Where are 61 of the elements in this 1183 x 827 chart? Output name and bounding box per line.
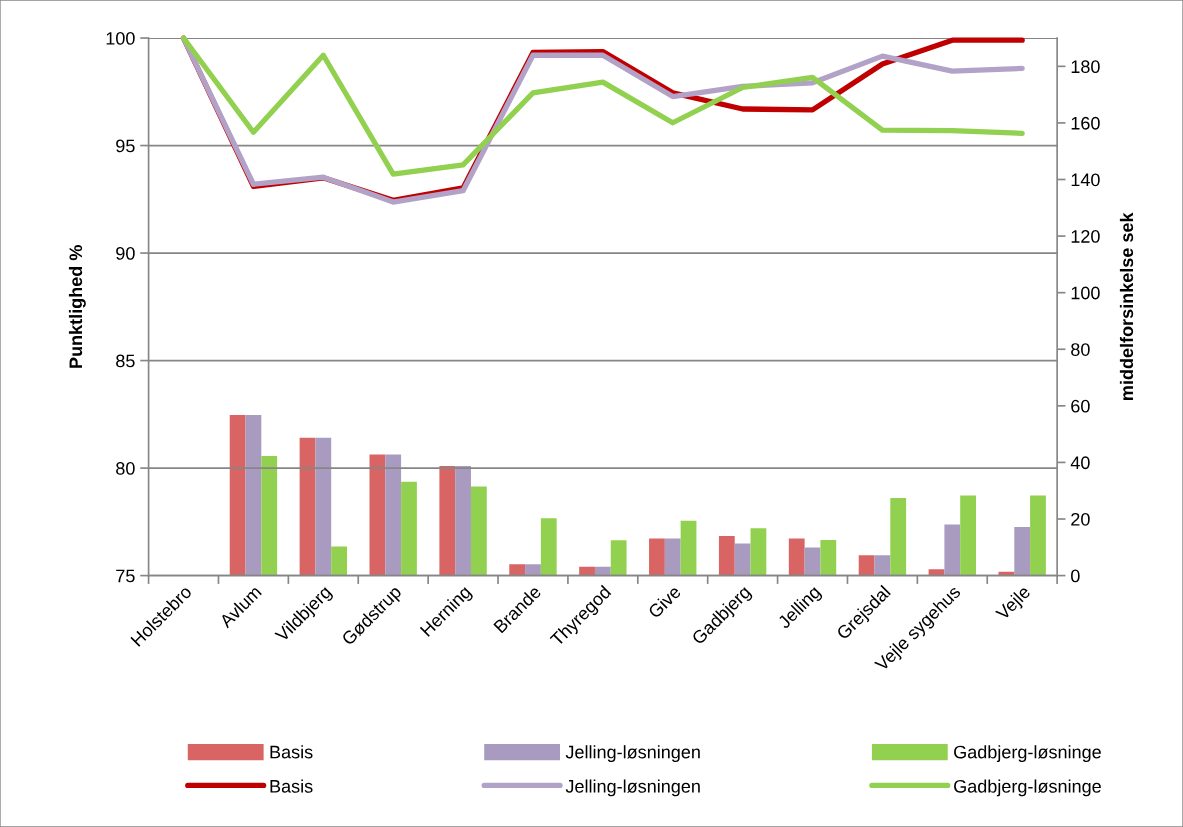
bar (750, 528, 767, 576)
bar (540, 518, 557, 576)
bar (734, 543, 751, 576)
bar (369, 454, 386, 576)
bar (261, 455, 278, 576)
bar (804, 547, 821, 576)
y2-tick-label: 20 (1071, 512, 1090, 526)
bar (245, 414, 262, 576)
y-axis-title: Punktlighed % (68, 245, 86, 368)
bar (455, 466, 471, 576)
y-tick-label: 100 (106, 31, 135, 45)
y2-tick-label: 0 (1071, 569, 1080, 583)
bar (820, 539, 837, 576)
y2-tick-label: 100 (1071, 286, 1100, 300)
bar (229, 414, 246, 576)
legend-label: Basis (270, 745, 313, 759)
bar (960, 495, 976, 576)
y2-tick-label: 60 (1071, 399, 1090, 413)
y2-axis-title: middelforsinkelse sek (1119, 212, 1134, 400)
bar (439, 466, 456, 576)
y2-tick-label: 180 (1071, 60, 1100, 74)
bar (858, 555, 875, 576)
bar (331, 546, 347, 576)
y-tick-label: 80 (116, 462, 135, 475)
legend-label: Jelling-løsningen (565, 745, 700, 763)
bar (649, 538, 665, 576)
bar (928, 569, 945, 576)
bar (579, 566, 595, 576)
x-tick-label: Give (647, 584, 682, 619)
bar (315, 437, 332, 576)
bar (664, 538, 681, 576)
bar (594, 566, 611, 576)
bar (470, 486, 487, 576)
y-tick-label: 75 (116, 569, 135, 583)
bar (299, 437, 316, 576)
x-tick-label: Vejle (994, 584, 1034, 624)
y2-tick-label: 120 (1071, 230, 1100, 243)
legend-label: Gadbjerg-løsninge (954, 745, 1101, 763)
bar (1030, 495, 1046, 576)
legend-label: Jelling-løsningen (565, 779, 700, 797)
bar (944, 524, 961, 576)
bar (788, 538, 805, 576)
y2-tick-label: 40 (1070, 456, 1090, 470)
bar (525, 564, 541, 576)
bar (1014, 526, 1031, 576)
bar (890, 498, 907, 576)
y2-tick-label: 80 (1071, 343, 1090, 356)
bar (401, 481, 417, 576)
legend-label: Basis (270, 779, 313, 793)
bar (610, 540, 627, 576)
bar (385, 454, 402, 576)
y-tick-label: 90 (116, 247, 135, 260)
bar (680, 520, 697, 576)
bar (509, 564, 526, 576)
bar (718, 535, 735, 576)
y2-tick-label: 140 (1071, 173, 1100, 187)
y-tick-label: 85 (116, 354, 135, 368)
legend-label: Gadbjerg-løsninge (954, 779, 1101, 797)
bar (874, 555, 891, 576)
y-tick-label: 95 (116, 139, 135, 153)
y2-tick-label: 160 (1071, 116, 1100, 130)
